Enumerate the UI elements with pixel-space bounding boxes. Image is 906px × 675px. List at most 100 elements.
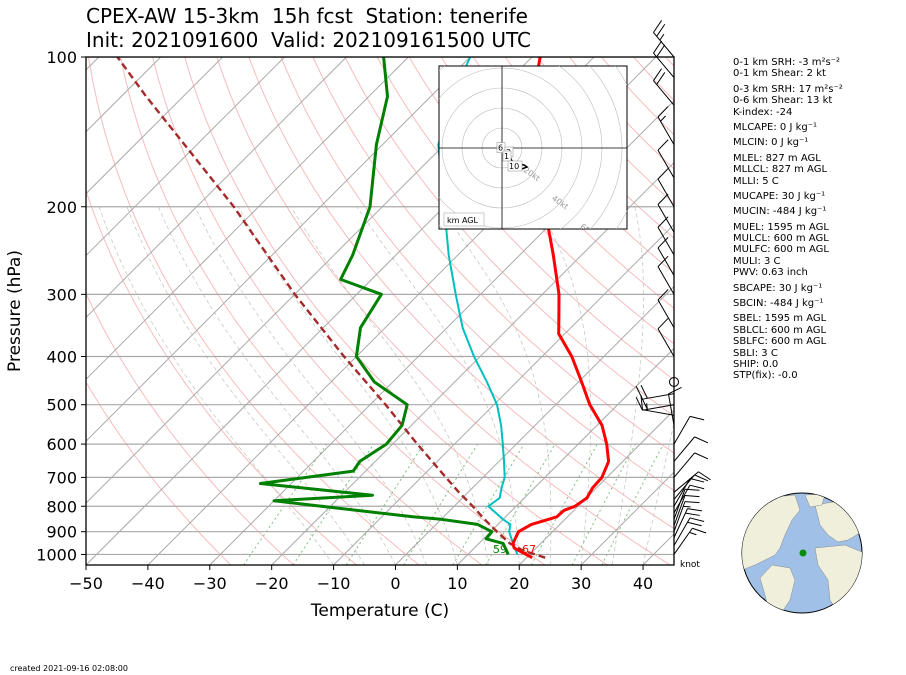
wind-barb-flag <box>653 40 662 54</box>
parameter-line: SBEL: 1595 m AGL <box>733 313 827 325</box>
wind-barb-flag <box>684 495 700 498</box>
wind-barb-staff <box>673 474 695 500</box>
isotherm <box>580 471 674 565</box>
dry-adiabat <box>248 57 674 530</box>
moist-adiabat <box>237 206 458 565</box>
y-tick-label: 900 <box>46 523 77 542</box>
hodograph-height-box <box>502 150 512 162</box>
wind-barb-flag <box>668 386 682 395</box>
parameter-line: MLCAPE: 0 J kg⁻¹ <box>733 121 818 133</box>
isotherm <box>518 409 674 565</box>
parameter-line: MUCAPE: 30 J kg⁻¹ <box>733 190 826 202</box>
parameter-line: MLCIN: 0 J kg⁻¹ <box>733 137 809 149</box>
dry-adiabat <box>86 189 357 565</box>
y-tick-label: 300 <box>46 285 77 304</box>
isotherm <box>86 57 285 257</box>
parameter-line: MUEL: 1595 m AGL <box>733 221 829 233</box>
wind-barb-staff <box>673 495 686 526</box>
wind-barb-staff <box>642 393 675 400</box>
wind-barb-flag <box>689 415 705 421</box>
x-tick-label: 20 <box>509 574 529 593</box>
plot-area <box>86 57 674 565</box>
hodograph-inset: 20kt40kt60kt80kt62110km AGL <box>438 65 628 230</box>
y-tick-label: 1000 <box>36 545 77 564</box>
parameter-line: MLEL: 827 m AGL <box>733 152 821 164</box>
mixing-ratio-line <box>403 443 479 565</box>
parameter-line: MULCL: 600 m AGL <box>733 233 829 245</box>
parameter-line: SBCIN: -484 J kg⁻¹ <box>733 298 824 310</box>
dry-adiabat <box>86 381 232 565</box>
wind-barb-flag <box>698 471 711 481</box>
temperature-profile <box>511 57 611 560</box>
wind-barb-staff <box>657 266 675 295</box>
wind-barb-flag <box>689 478 705 483</box>
x-axis-label: Temperature (C) <box>310 601 449 621</box>
hodograph-height-label: 1 <box>504 152 509 161</box>
mixing-ratio-line <box>571 443 636 565</box>
isotherm <box>271 161 674 565</box>
wind-barb-flag <box>694 474 709 482</box>
wind-barb-staff <box>657 328 675 357</box>
globe-inset <box>741 492 863 614</box>
mixing-ratio-line <box>452 443 525 565</box>
hodograph-plot: 20kt40kt60kt80kt62110 <box>439 66 627 229</box>
created-timestamp: created 2021-09-16 02:08:00 <box>10 664 128 673</box>
parameter-line: MULFC: 600 m AGL <box>733 244 829 256</box>
isotherm <box>86 57 223 195</box>
dry-adiabat <box>120 57 483 565</box>
wind-barb-staff <box>673 471 699 493</box>
wind-barb-flag <box>656 44 666 58</box>
moist-adiabat <box>126 206 365 565</box>
wind-barb-flag <box>689 517 705 522</box>
parameter-line: STP(fix): -0.0 <box>733 370 798 382</box>
wind-barb-flag <box>656 23 666 37</box>
wetbulb-profile <box>437 57 519 555</box>
wind-barb-flag <box>653 68 662 81</box>
hodograph-height-box <box>507 160 523 172</box>
wind-barb-flag <box>685 512 700 516</box>
wind-barb-flag <box>657 106 669 118</box>
moist-adiabat <box>611 206 644 565</box>
moist-adiabat <box>98 206 334 565</box>
plot-frame <box>85 56 675 566</box>
parameter-line: SBCAPE: 30 J kg⁻¹ <box>733 282 823 294</box>
dry-adiabat <box>184 57 608 565</box>
dry-adiabat <box>440 57 674 309</box>
x-tick-label: −10 <box>317 574 351 593</box>
y-tick-label: 200 <box>46 198 77 217</box>
mixing-ratio-line <box>243 443 328 565</box>
wind-barb-staff <box>673 416 691 445</box>
parameter-line: 0-6 km Shear: 13 kt <box>733 95 833 107</box>
wind-barb-staff <box>667 393 675 426</box>
y-tick-label: 100 <box>46 48 77 67</box>
isotherm <box>86 57 471 442</box>
hodograph-legend-box <box>443 212 485 227</box>
surface-temperature-label: 67 <box>522 543 536 556</box>
chart-title-line2: Init: 2021091600 Valid: 202109161500 UTC <box>86 28 532 52</box>
wind-barb-flag <box>692 527 707 534</box>
parameter-line: PWV: 0.63 inch <box>733 267 808 279</box>
x-tick-label: −30 <box>193 574 227 593</box>
wind-barb-half-flag <box>689 531 697 536</box>
moist-adiabat <box>642 420 674 565</box>
wind-barb-flag <box>656 72 666 85</box>
isotherm <box>395 285 674 565</box>
dry-adiabat <box>86 292 295 565</box>
wind-barb-flag <box>657 237 669 249</box>
wind-barb-flag <box>689 484 705 490</box>
mixing-ratio-line <box>601 443 664 565</box>
wind-barb-flag <box>657 289 669 301</box>
wind-barb-staff <box>673 436 695 462</box>
x-tick-label: −40 <box>131 574 165 593</box>
dry-adiabat <box>472 57 674 274</box>
isotherm <box>86 57 409 381</box>
parameter-line: SHIP: 0.0 <box>733 358 779 370</box>
moist-adiabat <box>290 206 489 565</box>
wind-barb-staff <box>657 116 675 145</box>
parameter-line: MUCIN: -484 J kg⁻¹ <box>733 206 827 218</box>
wind-units-label: knot <box>680 560 700 570</box>
parameter-line: MLLCL: 827 m AGL <box>733 164 828 176</box>
parameter-line: 0-1 km SRH: -3 m²s⁻² <box>733 57 840 68</box>
wind-barb-flag <box>694 452 709 460</box>
parameter-line: SBLI: 3 C <box>733 347 778 359</box>
